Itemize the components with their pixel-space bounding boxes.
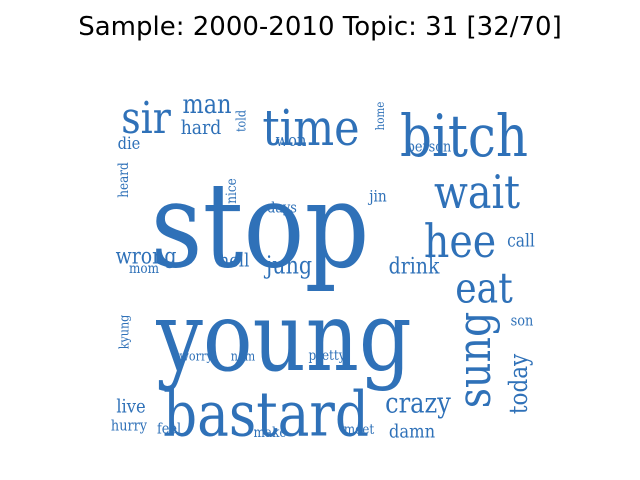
word-crazy: crazy — [385, 388, 451, 420]
word-today: today — [505, 353, 534, 414]
word-hee: hee — [424, 215, 496, 269]
word-feel: feel — [157, 420, 182, 437]
word-stop: stop — [151, 157, 370, 294]
word-won: won — [276, 130, 307, 150]
word-call: call — [507, 229, 535, 250]
word-worry: worry — [179, 348, 212, 363]
word-wait: wait — [434, 166, 520, 220]
word-hurry: hurry — [111, 417, 147, 434]
word-young: young — [155, 282, 411, 394]
word-person: person — [407, 138, 452, 155]
word-man: man — [183, 88, 232, 119]
word-home: home — [373, 101, 387, 130]
word-hell: hell — [219, 250, 250, 271]
word-wrong: wrong — [116, 243, 177, 269]
word-meet: meet — [344, 422, 375, 438]
word-sir: sir — [121, 92, 171, 143]
word-time: time — [262, 99, 359, 157]
word-pretty: pretty — [308, 348, 346, 364]
word-damn: damn — [389, 421, 435, 442]
word-mom: mom — [129, 261, 160, 277]
word-die: die — [118, 133, 141, 153]
word-eat: eat — [455, 265, 513, 313]
word-drink: drink — [389, 253, 440, 279]
word-bitch: bitch — [400, 102, 528, 170]
word-son: son — [511, 312, 534, 329]
word-nam: nam — [231, 348, 256, 363]
word-jin: jin — [367, 186, 387, 205]
word-heard: heard — [116, 162, 132, 198]
word-live: live — [116, 396, 145, 417]
word-hard: hard — [181, 117, 222, 140]
word-kyung: kyung — [116, 314, 131, 349]
word-jung: jung — [263, 252, 312, 280]
word-bastard: bastard — [163, 378, 369, 451]
word-sung: sung — [448, 312, 502, 409]
word-days: days — [267, 199, 297, 216]
word-nice: nice — [224, 178, 240, 204]
chart-title: Sample: 2000-2010 Topic: 31 [32/70] — [78, 12, 562, 42]
word-make: make — [254, 425, 287, 441]
word-told: told — [233, 110, 248, 132]
